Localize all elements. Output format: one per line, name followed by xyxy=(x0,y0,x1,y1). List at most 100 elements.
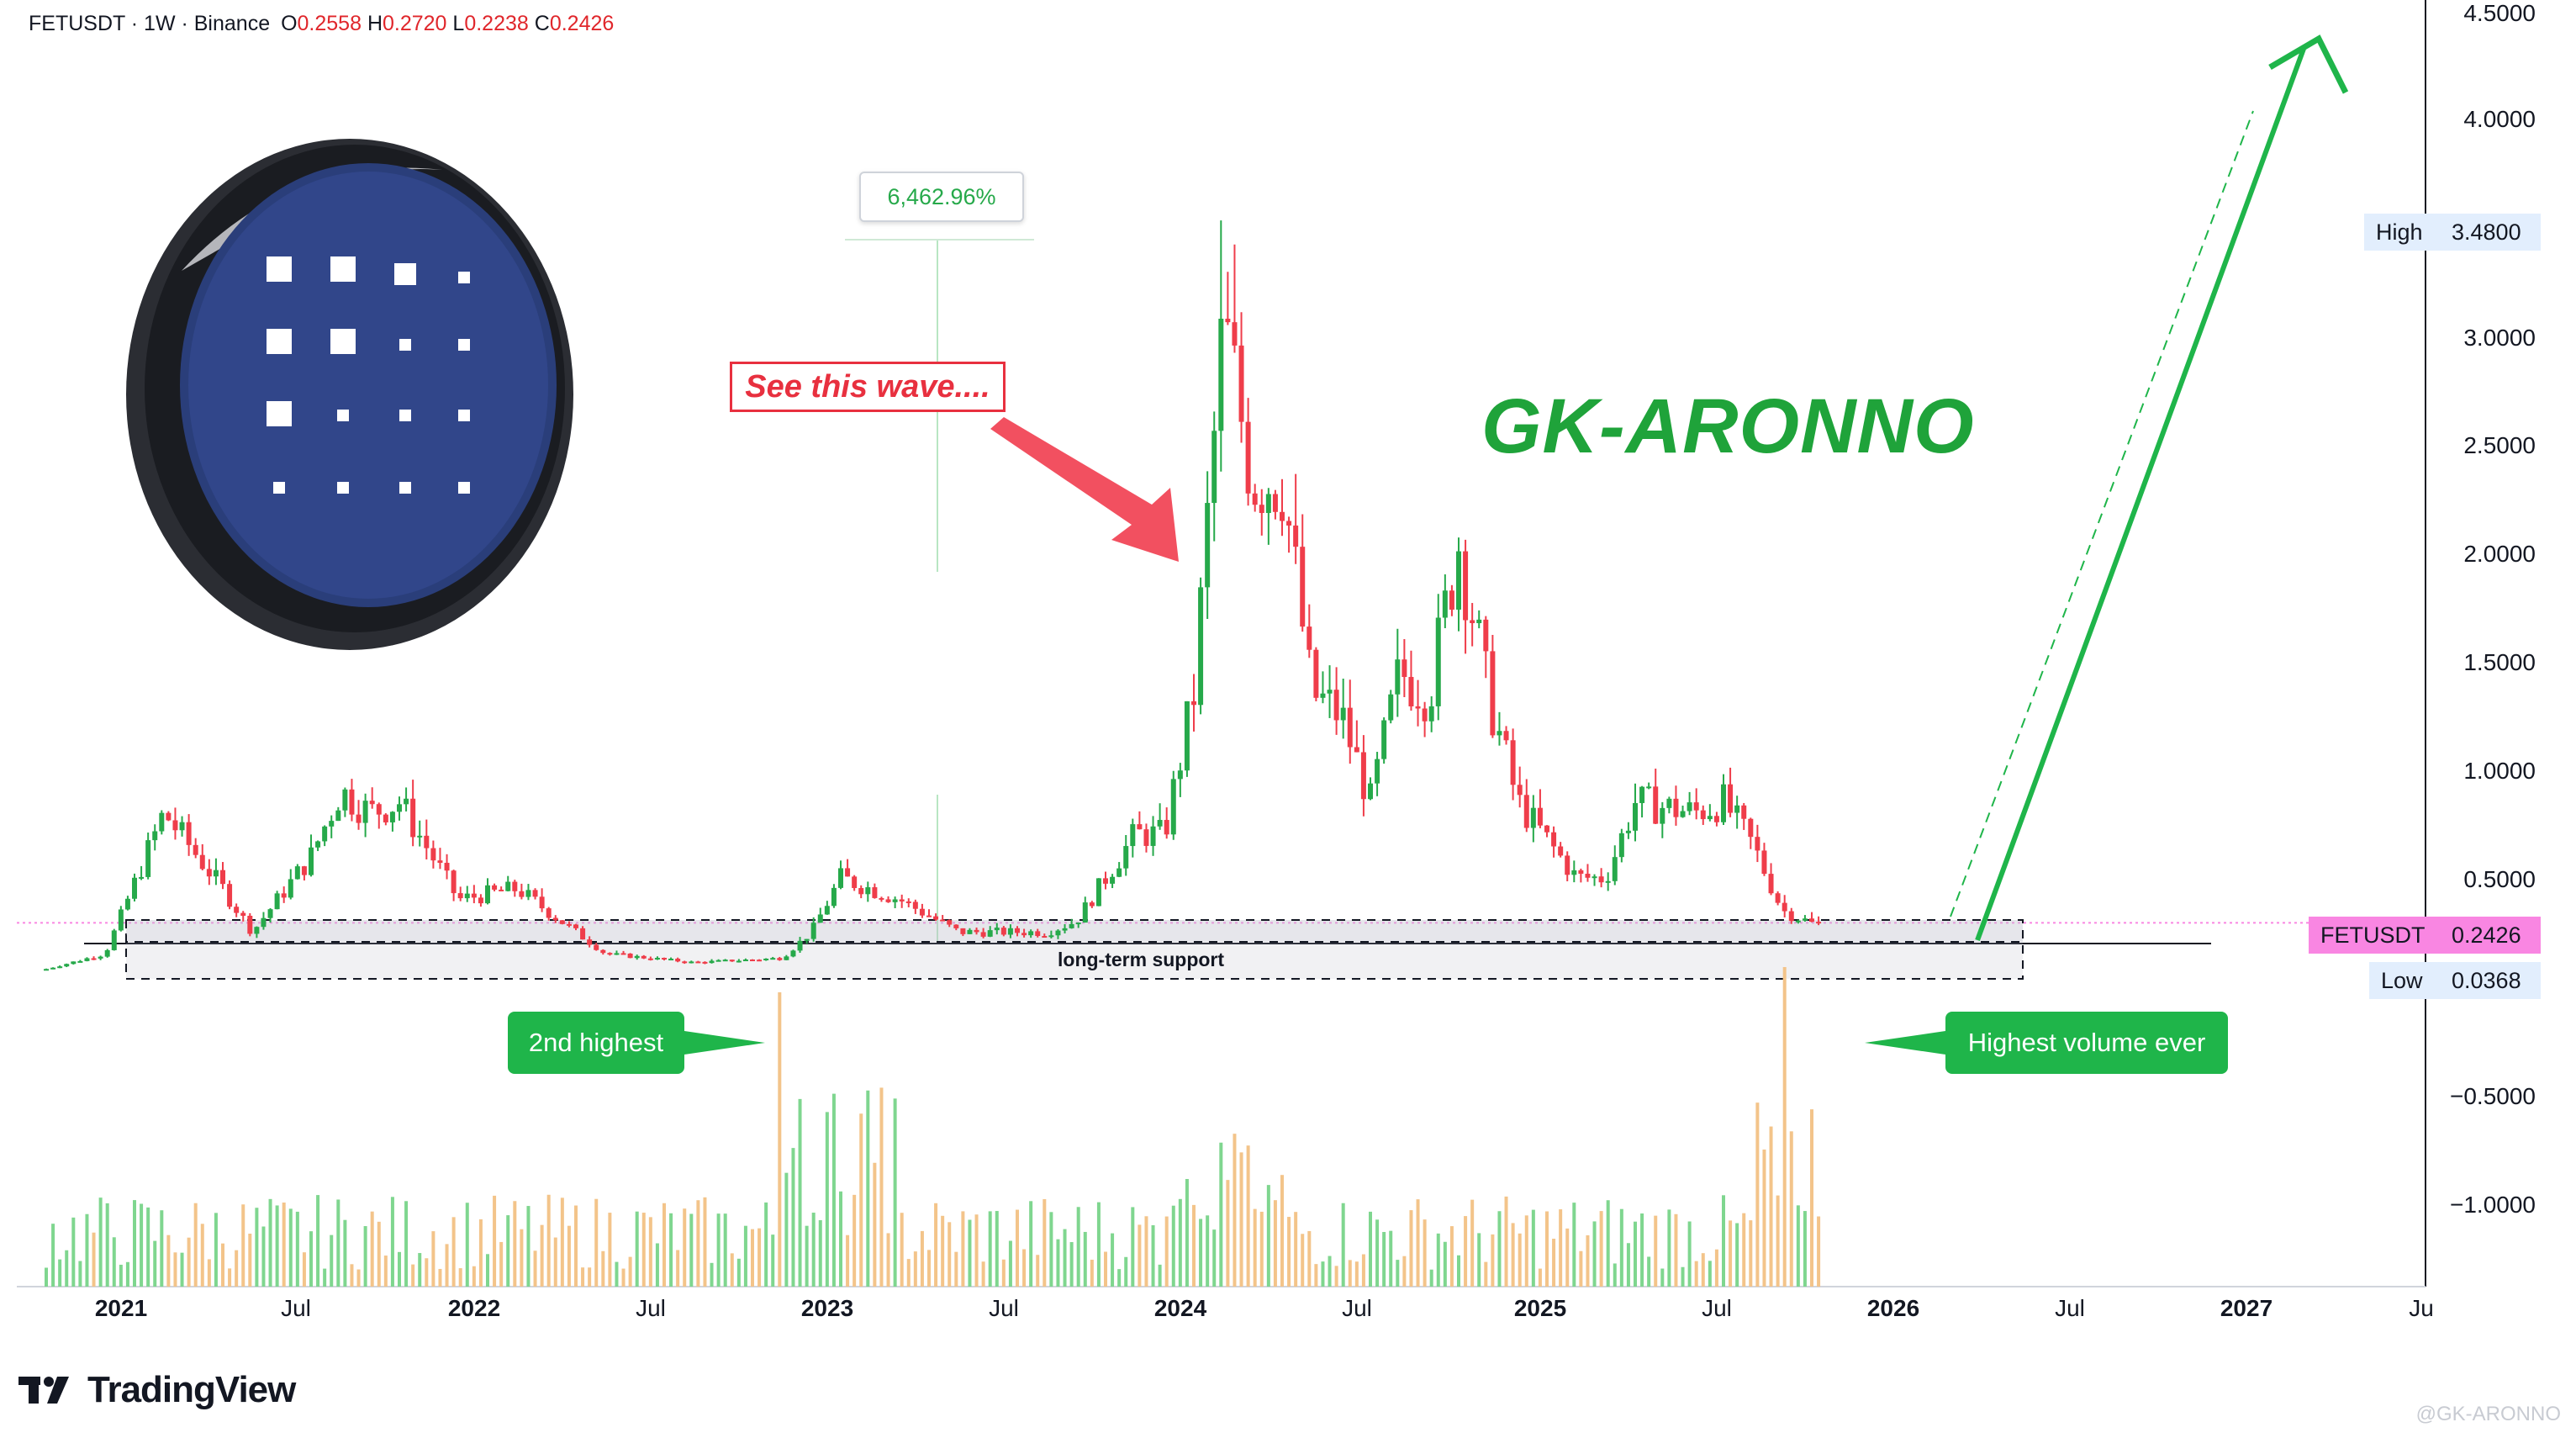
candle-body xyxy=(647,958,653,960)
volume-bar xyxy=(635,1211,639,1287)
volume-bar xyxy=(51,1224,55,1287)
tradingview-brand[interactable]: TradingView xyxy=(18,1369,296,1411)
volume-bar xyxy=(1063,1229,1067,1287)
projection-arrow xyxy=(1975,47,2306,942)
volume-bar xyxy=(1294,1212,1298,1287)
candle-body xyxy=(335,810,341,822)
volume-bar xyxy=(784,1172,789,1287)
volume-bar xyxy=(1660,1268,1665,1287)
wave-arrow xyxy=(990,417,1179,562)
candle-body xyxy=(1000,928,1006,935)
candle-body xyxy=(1293,525,1299,547)
volume-bar xyxy=(1266,1185,1270,1287)
candle-body xyxy=(1007,928,1013,935)
candle-body xyxy=(1551,832,1557,847)
candle-body xyxy=(220,870,225,885)
candle-body xyxy=(1625,830,1631,833)
candle-body xyxy=(1571,870,1577,875)
candle-body xyxy=(1360,752,1366,800)
candle-body xyxy=(1558,846,1564,856)
candle-body xyxy=(1585,874,1591,878)
volume-bar xyxy=(1185,1178,1189,1287)
candle-body xyxy=(1265,494,1271,514)
volume-bar xyxy=(961,1211,965,1287)
candle-body xyxy=(838,868,843,888)
volume-bar xyxy=(846,1234,850,1287)
volume-bar xyxy=(160,1210,164,1287)
volume-bar xyxy=(241,1204,245,1287)
candle-body xyxy=(1442,590,1448,618)
candle-body xyxy=(580,928,586,940)
logo-dot xyxy=(267,401,292,426)
volume-bar xyxy=(655,1243,659,1287)
candle-body xyxy=(1103,878,1108,884)
candle-body xyxy=(1388,694,1394,721)
candle-body xyxy=(301,866,307,875)
volume-bar xyxy=(506,1215,510,1287)
brand-name: TradingView xyxy=(87,1369,296,1410)
candle-body xyxy=(1755,837,1760,851)
price-tick: −0.5000 xyxy=(2450,1083,2536,1109)
volume-bar xyxy=(1572,1203,1576,1287)
candle-body xyxy=(424,835,430,849)
price-tick: 4.0000 xyxy=(2463,106,2536,132)
volume-bar xyxy=(934,1203,938,1287)
volume-bar xyxy=(1436,1233,1440,1287)
close-label: C xyxy=(534,12,550,35)
volume-bar xyxy=(187,1237,191,1287)
volume-bar xyxy=(1545,1211,1549,1287)
candle-body xyxy=(294,866,300,880)
volume-bar xyxy=(98,1197,103,1287)
volume-bar xyxy=(825,1112,829,1287)
volume-bar xyxy=(377,1221,381,1287)
symbol-label[interactable]: FETUSDT · 1W · Binance xyxy=(29,12,271,35)
candle-body xyxy=(1028,931,1034,936)
volume-bar xyxy=(411,1264,415,1287)
volume-bar xyxy=(1762,1149,1766,1287)
volume-bar xyxy=(974,1214,979,1287)
logo-dot xyxy=(330,329,356,354)
volume-bar xyxy=(493,1195,497,1287)
volume-bar xyxy=(805,1225,809,1287)
candle-body xyxy=(641,955,647,959)
volume-bar xyxy=(1083,1231,1087,1287)
candle-body xyxy=(729,960,735,962)
volume-bar xyxy=(1029,1201,1033,1287)
volume-bar xyxy=(866,1090,870,1287)
high-value: 0.2720 xyxy=(383,12,447,35)
candle-body xyxy=(1035,931,1041,937)
candle-body xyxy=(627,953,633,959)
volume-bar xyxy=(302,1252,306,1287)
volume-bar xyxy=(71,1217,76,1287)
volume-bar xyxy=(1226,1180,1230,1287)
volume-bar xyxy=(1599,1211,1603,1287)
volume-bar xyxy=(886,1233,890,1287)
volume-bar xyxy=(893,1098,897,1287)
volume-bar xyxy=(771,1234,775,1287)
candle-body xyxy=(485,885,490,904)
candle-body xyxy=(587,939,593,945)
candle-body xyxy=(532,890,538,897)
candle-body xyxy=(573,924,578,928)
candle-body xyxy=(1272,494,1278,512)
candle-body xyxy=(777,958,783,960)
candle-body xyxy=(1347,707,1353,748)
candle-body xyxy=(1232,322,1238,346)
candle-body xyxy=(84,958,90,961)
candle-body xyxy=(389,812,395,822)
candle-body xyxy=(1300,547,1306,627)
volume-bar xyxy=(648,1217,652,1287)
candle-body xyxy=(1238,345,1244,422)
logo-dot xyxy=(330,256,356,282)
candle-body xyxy=(145,840,151,877)
volume-bar xyxy=(112,1237,116,1287)
candle-body xyxy=(546,908,552,918)
volume-bar xyxy=(1001,1259,1006,1287)
candle-body xyxy=(607,953,613,955)
candle-body xyxy=(57,966,63,969)
volume-bar xyxy=(873,1162,877,1287)
wave-callout: See this wave.... xyxy=(730,362,1006,412)
logo-dot xyxy=(399,410,411,421)
volume-bar xyxy=(710,1262,714,1287)
